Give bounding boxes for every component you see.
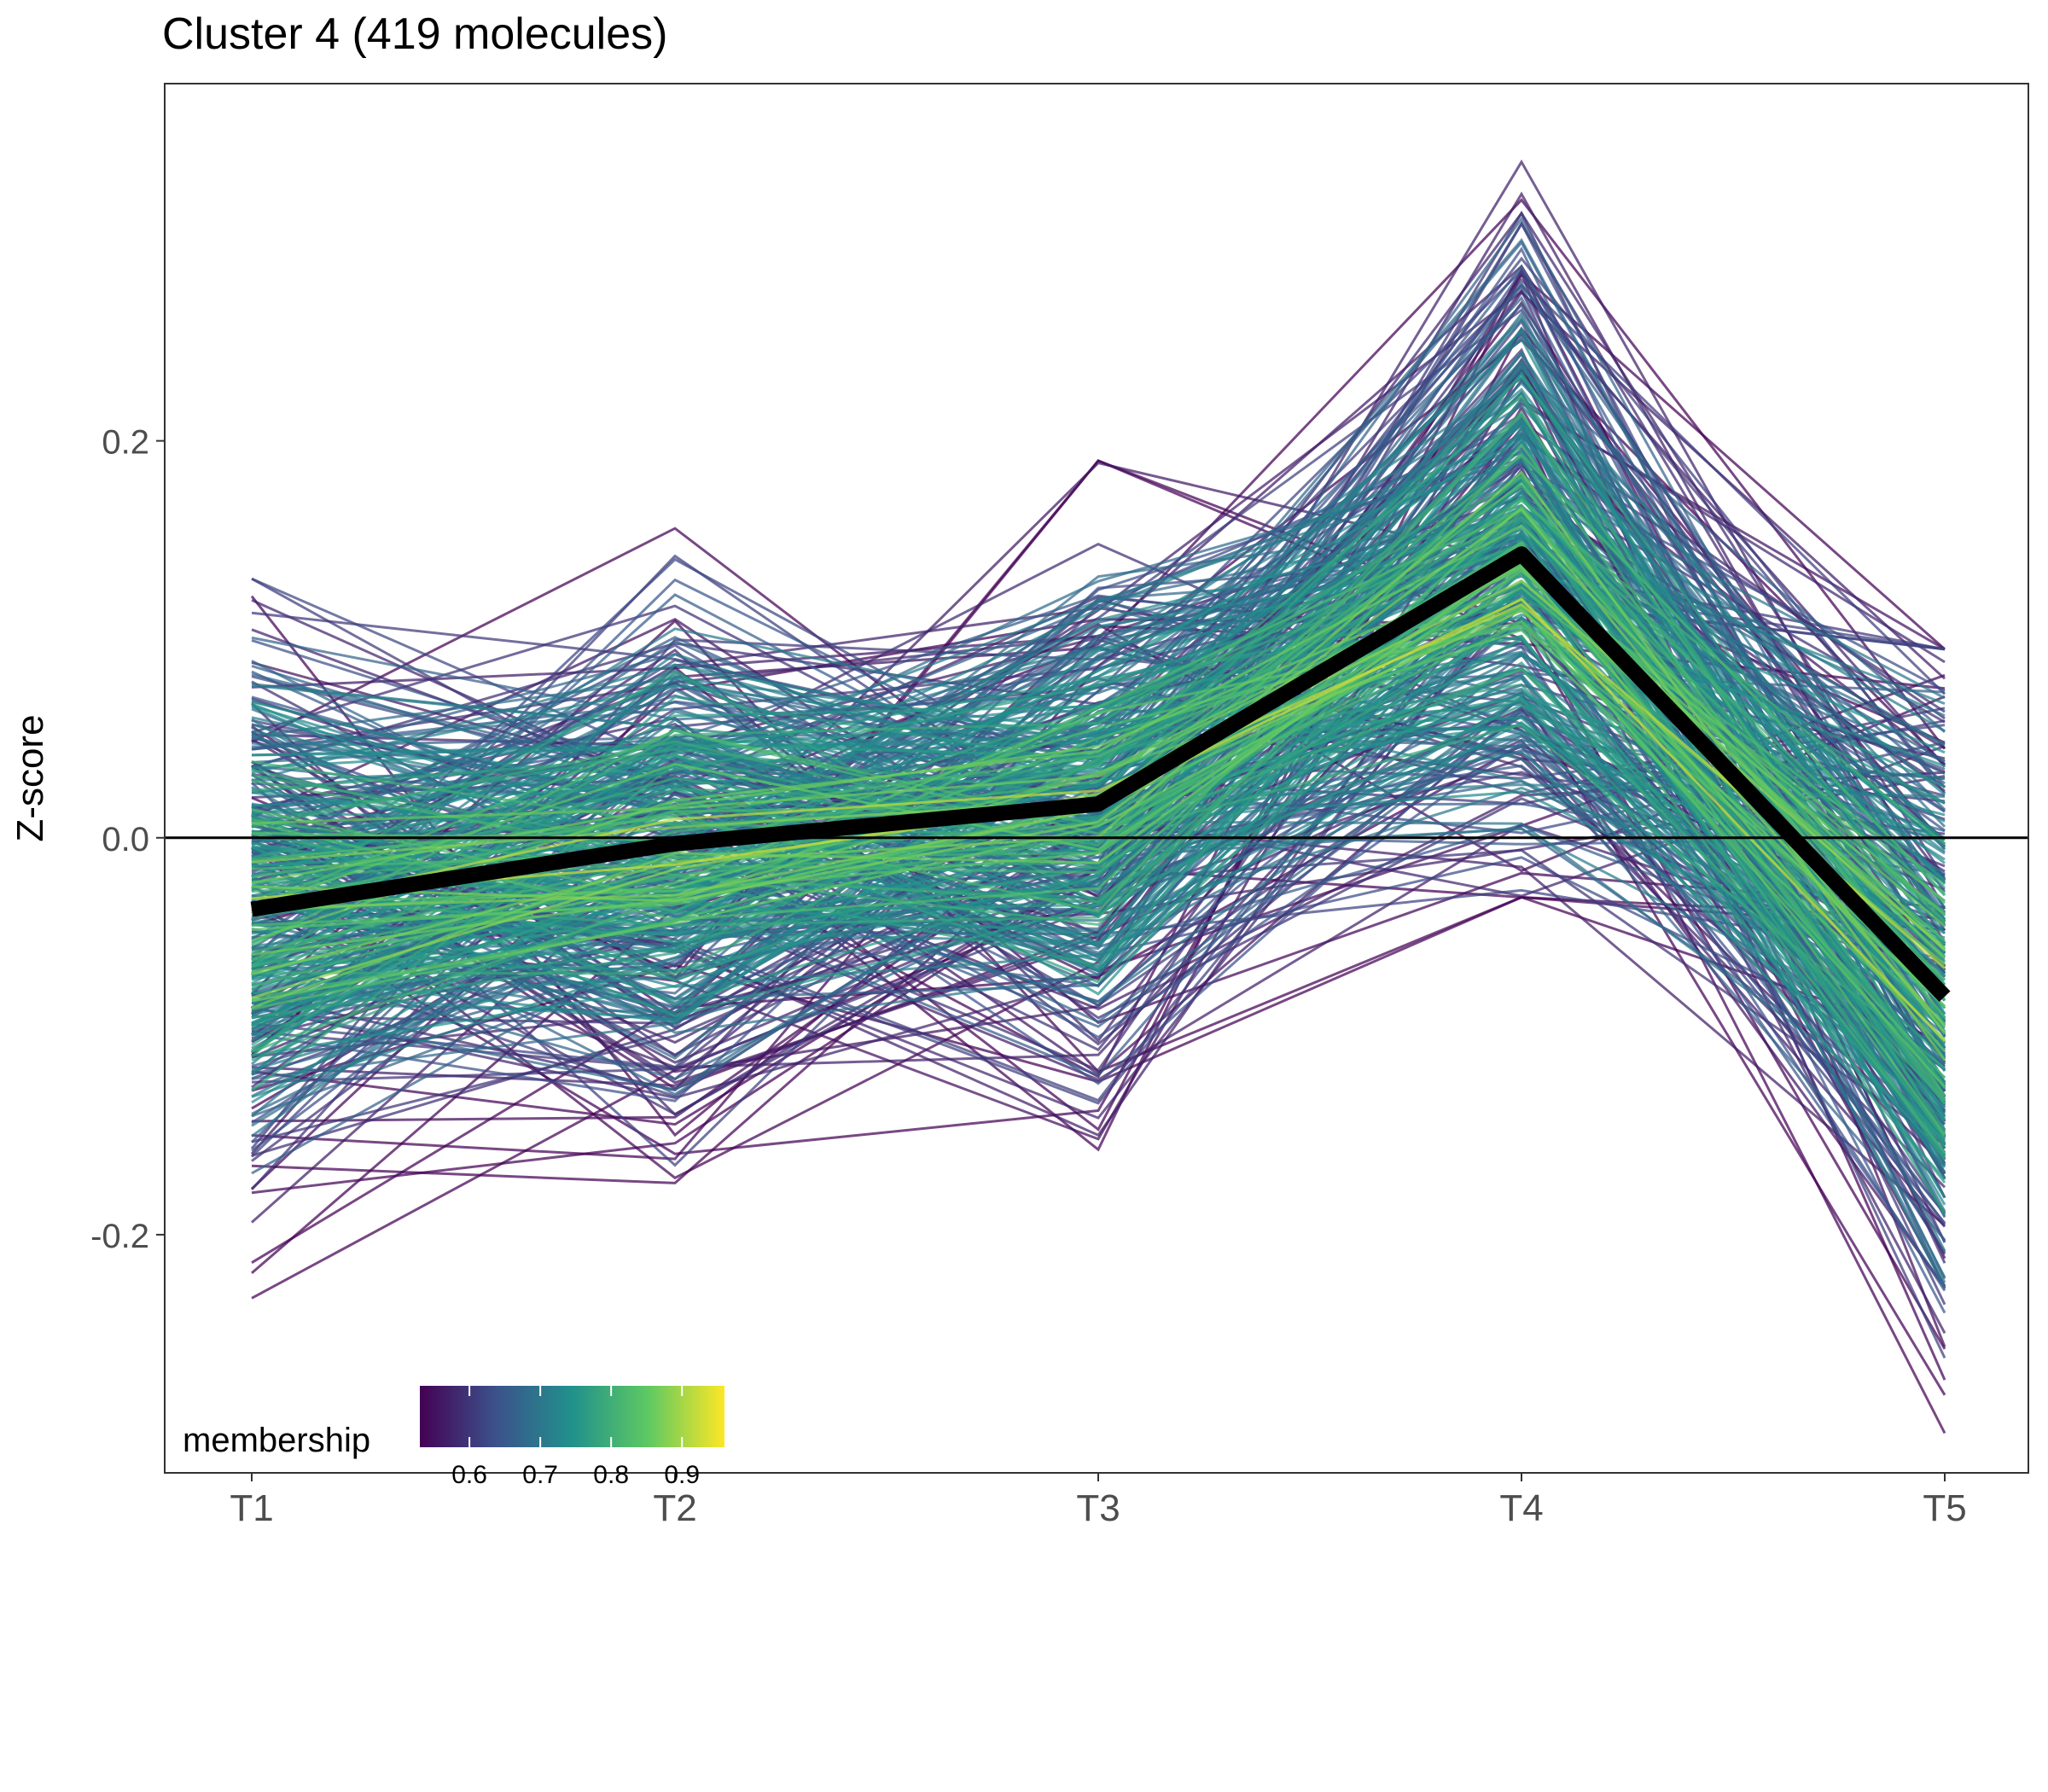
molecule-line	[251, 597, 1946, 1008]
molecule-line	[251, 567, 1946, 886]
molecule-line	[251, 441, 1946, 975]
colorbar-tick-label: 0.8	[593, 1461, 629, 1489]
molecule-line	[251, 674, 1946, 1132]
molecule-line	[251, 369, 1946, 1155]
colorbar-tick-label: 0.7	[522, 1461, 558, 1489]
molecule-line	[251, 504, 1946, 1001]
y-tick-label: -0.2	[90, 1218, 149, 1255]
y-tick-label: 0.0	[102, 821, 149, 858]
molecule-line	[251, 484, 1946, 975]
x-tick-label: T3	[1076, 1487, 1120, 1529]
molecule-lines	[165, 159, 2028, 1434]
colorbar-gradient	[420, 1386, 724, 1447]
molecule-line	[251, 507, 1946, 1033]
molecule-line	[251, 471, 1946, 986]
molecule-line	[251, 397, 1946, 1059]
x-tick-label: T2	[653, 1487, 696, 1529]
colorbar-legend: 0.6 0.7 0.8 0.9	[420, 1386, 724, 1489]
molecule-line	[251, 497, 1946, 962]
molecule-line	[251, 569, 1946, 908]
centroid-layer	[250, 546, 1951, 1003]
y-tick-label: 0.2	[102, 424, 149, 462]
y-axis-label: Z-score	[9, 714, 51, 841]
molecule-line	[251, 602, 1946, 969]
centroid-line	[250, 546, 1951, 1003]
molecule-line	[251, 498, 1946, 961]
x-tick-label: T1	[230, 1487, 273, 1529]
x-tick-label: T5	[1923, 1487, 1966, 1529]
colorbar-tick-label: 0.6	[451, 1461, 487, 1489]
colorbar-title: membership	[183, 1422, 371, 1459]
molecule-line	[251, 564, 1946, 928]
molecule-line	[251, 698, 1946, 1180]
axes: -0.2 0.0 0.2 T1 T2 T3 T4 T5	[90, 424, 1967, 1529]
plot-panel-border	[164, 83, 2029, 1474]
molecule-line	[251, 554, 1946, 1009]
chart-title: Cluster 4 (419 molecules)	[162, 9, 668, 59]
colorbar-tick-label: 0.9	[664, 1461, 700, 1489]
molecule-line	[251, 620, 1946, 1052]
x-tick-label: T4	[1499, 1487, 1543, 1529]
